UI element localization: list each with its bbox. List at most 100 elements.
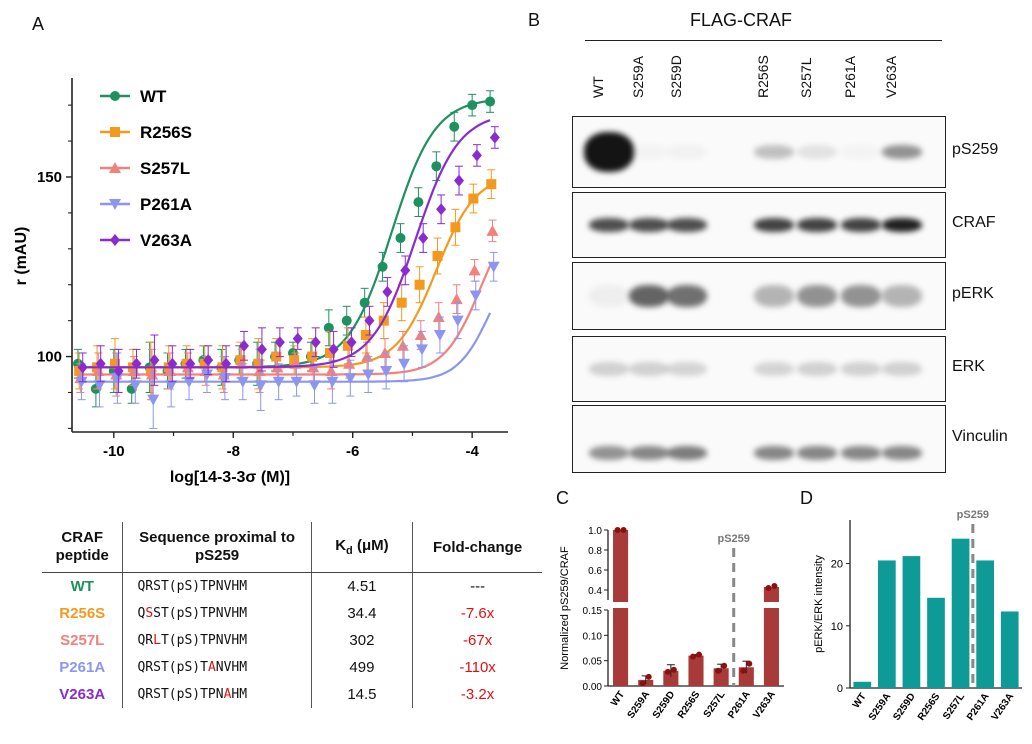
blot-title: FLAG-CRAF (690, 10, 793, 30)
blot-band (841, 218, 881, 232)
x-tick-label: S257L (941, 691, 967, 721)
data-point (449, 121, 460, 132)
bar (613, 530, 629, 602)
y-tick-label: 0.4 (588, 586, 602, 597)
data-point (414, 329, 427, 341)
legend-label: S257L (140, 159, 190, 178)
data-point (471, 149, 482, 162)
fit-curve (78, 265, 492, 376)
panel-b-letter: B (528, 10, 541, 30)
data-point (326, 376, 339, 388)
blot-ps259 (572, 116, 946, 188)
data-point (149, 354, 160, 367)
bar (902, 556, 921, 688)
panel-a-letter: A (32, 14, 45, 34)
blot-band (882, 446, 922, 460)
data-point (325, 364, 338, 376)
x-tick-label: S259A (626, 689, 653, 720)
y-tick-label: 0.6 (588, 566, 602, 577)
blot-band (667, 285, 707, 307)
blot-band (589, 218, 629, 232)
data-point (290, 376, 303, 388)
peptide-sequence: QRST(pS)TANVHM (122, 654, 312, 681)
blot-craf (572, 192, 946, 258)
fold-change: -110x (459, 659, 496, 676)
data-point (146, 368, 159, 380)
x-tick-label: -6 (346, 443, 359, 460)
blot-band (667, 145, 707, 159)
peptide-name: S257L (42, 627, 124, 654)
lane-label-S259A: S259A (630, 55, 646, 98)
data-point (450, 293, 463, 305)
data-point (485, 96, 496, 107)
data-point (487, 261, 500, 273)
blot-band (584, 132, 634, 172)
legend-item-WT: WT (100, 87, 167, 106)
data-point (451, 315, 464, 327)
peptide-sequence: QRLT(pS)TPNVHM (122, 627, 312, 654)
x-tick-label: P261A (726, 689, 753, 720)
data-point (328, 343, 339, 356)
blot-band (667, 446, 707, 460)
data-point (645, 673, 652, 680)
data-point (469, 290, 482, 302)
data-point (715, 667, 722, 674)
data-point (109, 162, 121, 173)
blot-band (754, 145, 794, 159)
x-tick-label: V263A (990, 691, 1017, 722)
data-point (362, 369, 375, 381)
data-point (95, 357, 106, 370)
data-point (77, 361, 88, 374)
data-point (740, 667, 747, 674)
legend-item-R256S: R256S (100, 123, 192, 142)
y-tick-label: 0.15 (583, 606, 603, 617)
x-tick-label: S259D (891, 691, 918, 722)
blot-label-erk: ERK (952, 358, 985, 375)
data-point (183, 376, 196, 388)
data-point (111, 373, 124, 385)
data-point (185, 357, 196, 370)
divider-annotation: pS259 (957, 509, 989, 521)
data-point (292, 332, 303, 345)
legend-item-V263A: V263A (100, 231, 192, 250)
blot-band (841, 145, 881, 159)
blot-band (797, 362, 837, 376)
blot-band (629, 362, 669, 376)
data-point (468, 264, 481, 276)
kd-value: 4.51 (311, 572, 414, 600)
bar (613, 608, 629, 686)
data-point (396, 297, 407, 308)
data-point (721, 662, 728, 669)
data-point (398, 358, 411, 370)
data-point (346, 336, 357, 349)
series-P261A (75, 251, 500, 429)
legend-item-S257L: S257L (100, 159, 190, 178)
blot-band (629, 218, 669, 232)
peptide-name: WT (42, 572, 124, 600)
data-point (110, 91, 120, 101)
blot-erk (572, 336, 946, 402)
x-tick-label: S259A (867, 691, 894, 722)
y-axis-label: pERK/ERK intensity (813, 555, 825, 653)
peptide-name: P261A (42, 654, 124, 681)
blot-band (754, 285, 794, 307)
data-point (92, 364, 105, 376)
data-point (418, 232, 429, 245)
data-point (486, 224, 499, 236)
legend-label: R256S (140, 123, 192, 142)
data-point (486, 179, 497, 190)
y-tick-label: 0.10 (583, 631, 603, 642)
col-header-sequence: Sequence proximal to pS259 (122, 522, 312, 573)
data-point (454, 174, 465, 187)
bar (951, 538, 970, 688)
data-point (109, 199, 121, 210)
data-point (400, 264, 411, 277)
table-row: R256S QSST(pS)TPNVHM 34.4 -7.6x (42, 600, 542, 627)
series-WT (72, 90, 496, 408)
blot-band (629, 446, 669, 460)
data-point (364, 314, 375, 327)
x-tick-label: P261A (965, 691, 992, 722)
data-point (395, 233, 406, 244)
blot-label-ps259: pS259 (952, 141, 999, 158)
data-point (670, 666, 677, 673)
